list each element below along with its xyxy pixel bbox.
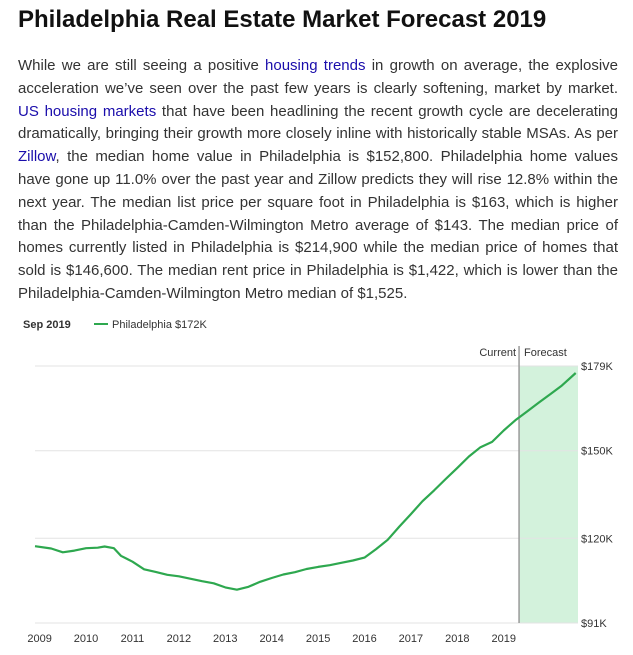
x-tick-labels: 2009 2010 2011 2012 2013 2014 2015 2016 2017 2018… bbox=[27, 633, 516, 645]
x-tick-label: 2017 bbox=[399, 633, 423, 645]
legend-series-label: Philadelphia $172K bbox=[112, 319, 207, 331]
x-tick-label: 2013 bbox=[213, 633, 237, 645]
article-link[interactable]: housing trends bbox=[265, 57, 366, 74]
article-text: in growth on average, the explosive acce… bbox=[18, 57, 619, 97]
y-tick-label: $120K bbox=[581, 533, 613, 545]
y-tick-labels: $179K $150K $120K $91K bbox=[581, 361, 613, 630]
x-tick-label: 2016 bbox=[352, 633, 376, 645]
article-body: While we are still seeing a positive hou… bbox=[18, 55, 618, 306]
x-tick-label: 2012 bbox=[167, 633, 191, 645]
article-link[interactable]: Zillow bbox=[18, 148, 56, 166]
article-text: that have been headlining the recent gro… bbox=[18, 102, 618, 143]
grid-lines bbox=[35, 365, 578, 624]
home-value-chart: Sep 2019 Philadelphia $172K Current Fore… bbox=[18, 308, 630, 654]
forecast-label: Forecast bbox=[524, 347, 567, 359]
x-tick-label: 2019 bbox=[492, 633, 516, 645]
y-tick-label: $91K bbox=[581, 618, 607, 630]
x-tick-label: 2011 bbox=[121, 633, 145, 645]
page-title: Philadelphia Real Estate Market Forecast… bbox=[18, 6, 547, 33]
x-tick-label: 2014 bbox=[259, 633, 283, 645]
legend-date: Sep 2019 bbox=[23, 319, 71, 331]
article-text: , the median home value in Philadelphia … bbox=[18, 148, 618, 302]
chart-svg: Sep 2019 Philadelphia $172K Current Fore… bbox=[23, 319, 613, 645]
x-tick-label: 2010 bbox=[74, 633, 98, 645]
x-tick-label: 2018 bbox=[445, 633, 469, 645]
article-link[interactable]: US housing markets bbox=[18, 102, 157, 120]
current-label: Current bbox=[479, 347, 516, 359]
x-tick-label: 2015 bbox=[306, 633, 330, 645]
y-tick-label: $179K bbox=[581, 361, 613, 373]
x-tick-label: 2009 bbox=[27, 633, 51, 645]
series-line-philadelphia bbox=[34, 372, 577, 591]
y-tick-label: $150K bbox=[581, 446, 613, 458]
forecast-band bbox=[519, 366, 578, 623]
article-text: While we are still seeing a positive bbox=[18, 57, 266, 74]
